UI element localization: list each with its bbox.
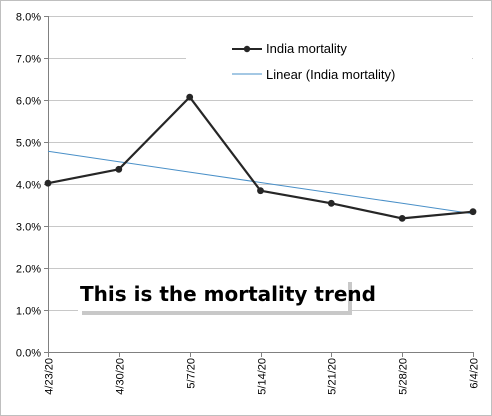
- data-point: [327, 199, 335, 207]
- y-tick-label: 6.0%: [16, 96, 41, 108]
- x-tick-label: 5/14/20: [257, 358, 269, 395]
- data-point: [398, 215, 406, 222]
- annotation-text: This is the mortality trend: [80, 282, 376, 306]
- y-tick-label: 0.0%: [16, 348, 41, 360]
- annotation: This is the mortality trend: [78, 278, 376, 315]
- legend-box: [186, 38, 472, 92]
- x-tick-label: 5/7/20: [186, 358, 198, 389]
- legend: India mortality Linear (India mortality): [186, 38, 472, 92]
- x-axis-tick-labels: 4/23/20 4/30/20 5/7/20 5/14/20 5/21/20 5/28/2…: [44, 358, 481, 395]
- x-tick-label: 5/28/20: [398, 358, 410, 395]
- data-point: [115, 165, 123, 173]
- y-tick-label: 5.0%: [16, 138, 41, 150]
- y-tick-label: 4.0%: [16, 180, 41, 192]
- data-point: [44, 179, 52, 187]
- y-tick-label: 3.0%: [16, 222, 41, 234]
- legend-label-series-1: India mortality: [266, 41, 347, 56]
- x-tick-label: 4/23/20: [44, 358, 56, 395]
- x-tick-label: 6/4/20: [469, 358, 481, 389]
- series-layer: [44, 93, 477, 222]
- y-tick-label: 2.0%: [16, 264, 41, 276]
- y-tick-label: 7.0%: [16, 54, 41, 66]
- data-point: [186, 93, 194, 101]
- x-tick-label: 4/30/20: [115, 358, 127, 395]
- data-point: [469, 208, 477, 216]
- x-tick-label: 5/21/20: [327, 358, 339, 395]
- legend-marker-series-1: [243, 45, 251, 53]
- series-line-linear-trend: [47, 150, 474, 215]
- series-line-india-mortality: [47, 95, 474, 220]
- y-axis-tick-labels: 0.0% 1.0% 2.0% 3.0% 4.0% 5.0% 6.0% 7.0% 8.0%: [16, 12, 41, 360]
- data-point: [257, 187, 264, 195]
- y-tick-label: 8.0%: [16, 12, 41, 24]
- legend-label-series-2: Linear (India mortality): [266, 67, 395, 82]
- annotation-box: [78, 278, 348, 311]
- y-tick-label: 1.0%: [16, 306, 41, 318]
